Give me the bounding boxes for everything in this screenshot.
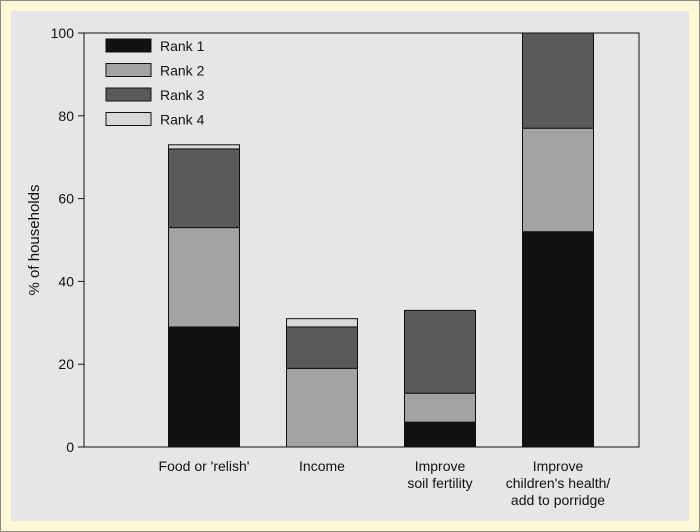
bar-segment-rank-1 <box>522 231 594 448</box>
chart-panel: 0 20 40 60 80 100 Food or 'relish' Income Improv… <box>11 11 689 521</box>
bar-segment-rank-3 <box>404 309 476 394</box>
stacked-bar-chart: 0 20 40 60 80 100 Food or 'relish' Income Improv… <box>26 25 640 508</box>
legend-swatch <box>105 38 152 53</box>
y-tick-label: 20 <box>58 356 74 372</box>
bar-segment-rank-4 <box>286 318 358 328</box>
bar-segment-rank-4 <box>168 144 240 150</box>
y-tick-label: 40 <box>58 273 74 289</box>
legend-swatch <box>105 112 152 126</box>
bar-segment-rank-2 <box>168 227 240 328</box>
legend-label: Rank 2 <box>160 63 205 79</box>
y-tick-label: 80 <box>58 108 74 124</box>
y-tick-label: 100 <box>51 25 75 41</box>
bar-segment-rank-1 <box>404 421 476 448</box>
bar-segment-rank-3 <box>522 32 594 129</box>
y-tick-label: 60 <box>58 191 74 207</box>
bar-segment-rank-1 <box>168 326 240 448</box>
bar-segment-rank-2 <box>286 367 358 448</box>
bar-segment-rank-3 <box>168 148 240 229</box>
x-tick-label: Improve soil fertility <box>407 458 472 491</box>
axes-group: 0 20 40 60 80 100 Food or 'relish' Income Improv… <box>51 25 640 508</box>
y-tick-label: 0 <box>66 439 74 455</box>
x-tick-label: Income <box>299 458 345 474</box>
bar-segment-rank-3 <box>286 326 358 369</box>
legend-swatch <box>105 63 152 77</box>
x-tick-label: Improve children's health/add to porridge <box>506 458 611 508</box>
plot-area-border <box>83 32 640 448</box>
legend-swatch <box>105 87 152 102</box>
legend-label: Rank 3 <box>160 87 205 103</box>
bar-segment-rank-2 <box>404 392 476 423</box>
x-tick-label: Food or 'relish' <box>159 458 250 474</box>
legend: Rank 1 Rank 2 Rank 3 Rank 4 <box>105 38 205 128</box>
bars-group <box>168 32 594 448</box>
legend-label: Rank 4 <box>160 112 205 128</box>
legend-label: Rank 1 <box>160 38 205 54</box>
bar-segment-rank-2 <box>522 127 594 233</box>
y-axis-title: % of households <box>26 185 43 296</box>
